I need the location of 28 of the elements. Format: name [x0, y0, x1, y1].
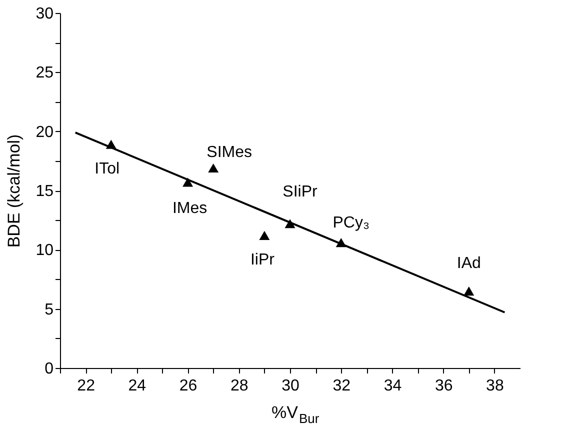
annotation: PCy₃ [332, 214, 370, 232]
annotation: SIiPr [282, 184, 318, 201]
annotation: SIMes [206, 144, 252, 162]
annotation: ITol [94, 160, 120, 178]
x-tick-label: 22 [77, 378, 96, 394]
x-tick-label: 26 [179, 378, 198, 394]
point [464, 286, 474, 296]
y-tick-label: 10 [36, 242, 54, 260]
y-tick-label: 30 [36, 6, 54, 22]
y-axis-title: BDE (kcal/mol) [4, 134, 24, 248]
point [259, 230, 270, 240]
y-tick-label: 5 [44, 301, 54, 318]
x-tick-label: 24 [128, 378, 146, 394]
annotation: IAd [456, 255, 481, 272]
y-tick-label: 0 [44, 360, 54, 378]
x-tick-label: 28 [230, 378, 248, 394]
y-tick-label: 15 [36, 183, 54, 200]
point [182, 178, 194, 187]
point [208, 163, 219, 173]
y-tick-label: 20 [36, 124, 54, 141]
x-tick-label: 32 [332, 378, 351, 394]
annotation: IMes [172, 200, 208, 218]
annotation: IiPr [250, 251, 276, 268]
x-tick-label: 38 [486, 378, 504, 394]
x-tick-label: 36 [434, 378, 453, 394]
y-tick-label: 25 [36, 64, 54, 82]
x-tick-label: 30 [282, 378, 300, 394]
x-tick-label: 34 [384, 378, 402, 394]
